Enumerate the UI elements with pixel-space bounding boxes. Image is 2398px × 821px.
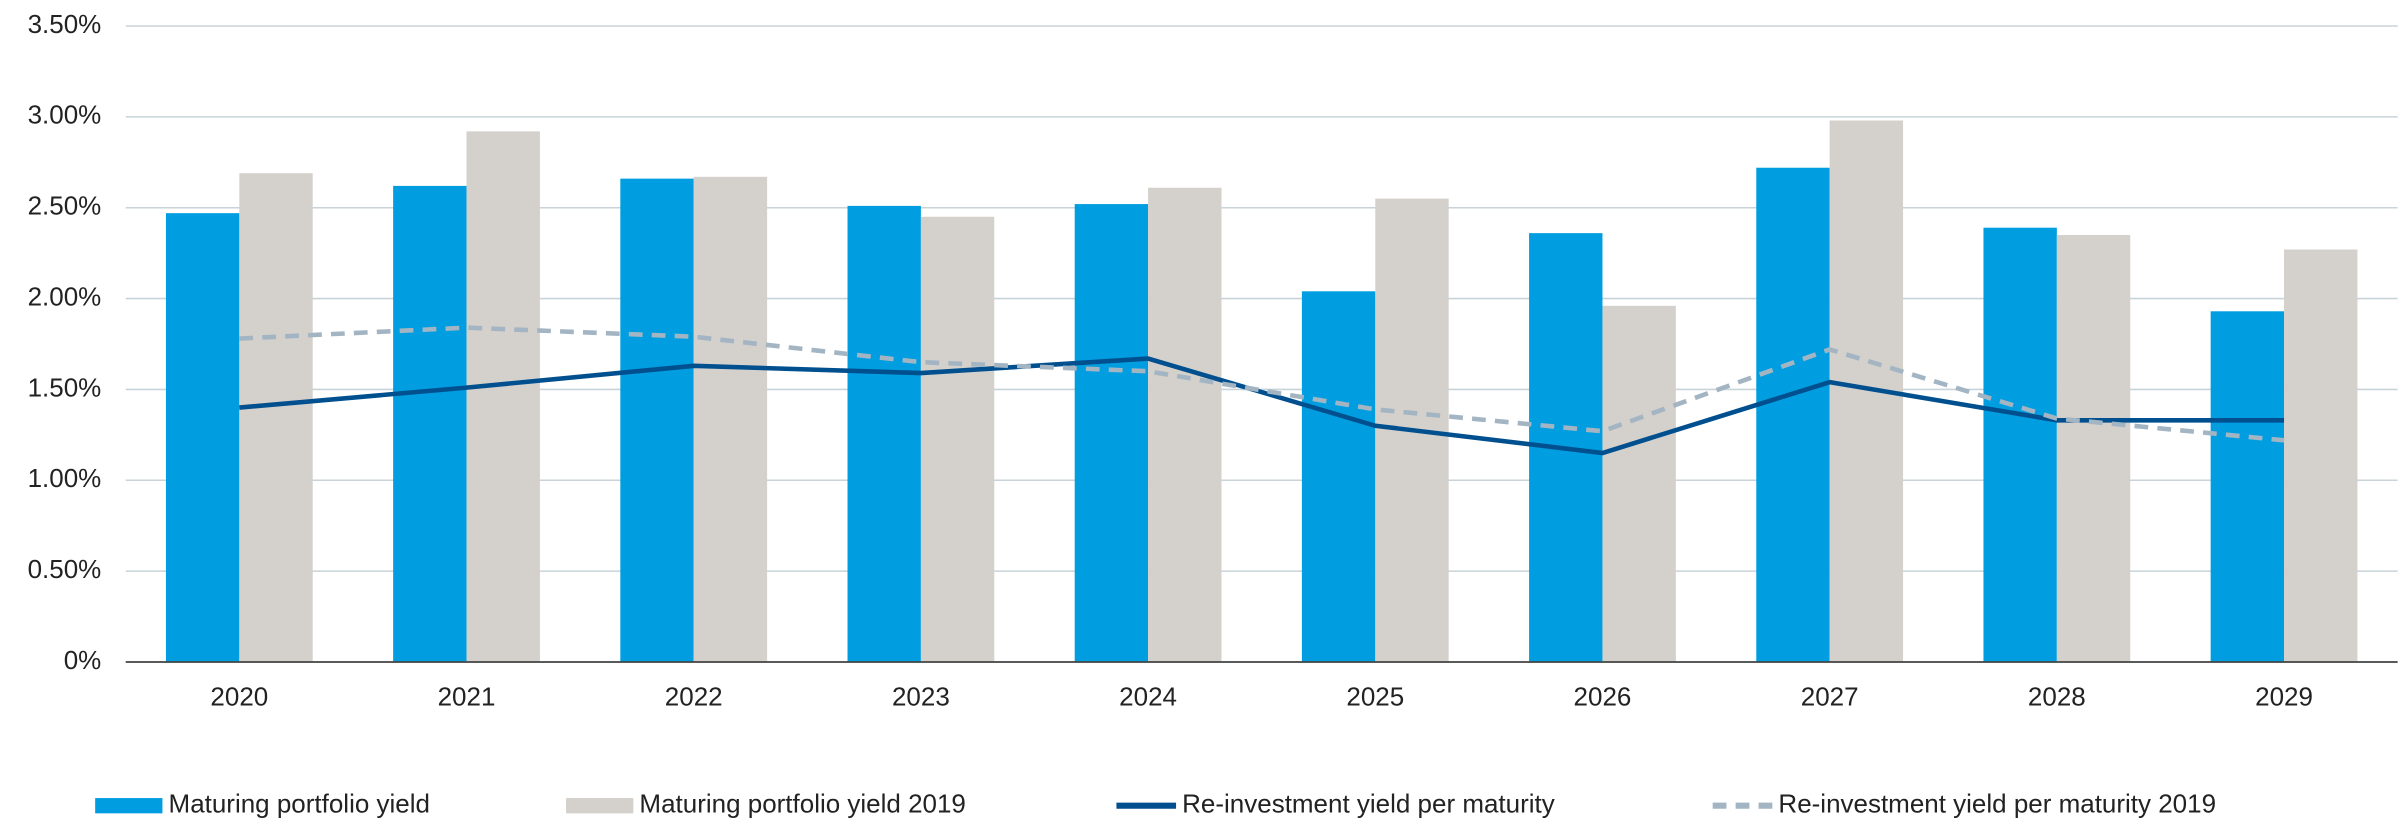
legend-swatch [566,798,634,814]
x-tick-label: 2020 [210,682,268,712]
bar [1983,227,2057,662]
x-tick-label: 2028 [2028,682,2086,712]
y-tick-label: 3.00% [28,100,102,130]
legend-swatch [95,798,163,814]
bar [1148,187,1222,662]
bar [2210,311,2285,662]
y-tick-label: 1.00% [28,463,102,493]
line [239,325,2285,443]
bar [239,173,313,662]
x-tick-label: 2023 [892,682,950,712]
x-tick-label: 2026 [1574,682,1632,712]
x-tick-label: 2025 [1346,682,1404,712]
bar [393,185,467,662]
bar [693,176,768,662]
y-tick-label: 0% [64,645,102,675]
y-tick-label: 2.00% [28,281,102,311]
y-tick-label: 1.50% [28,372,102,402]
bar [847,205,921,662]
x-tick-label: 2024 [1119,682,1177,712]
line [239,356,2285,456]
legend-label: Re-investment yield per maturity [1182,789,1555,819]
y-tick-label: 2.50% [28,191,102,221]
bar [1074,204,1149,662]
x-tick-label: 2021 [438,682,496,712]
bar [2056,234,2131,662]
x-tick-label: 2022 [665,682,723,712]
legend-label: Maturing portfolio yield [169,789,430,819]
bar [466,131,540,662]
bar [1301,291,1376,662]
bar [165,213,240,662]
y-tick-label: 3.50% [28,9,102,39]
x-tick-label: 2029 [2255,682,2313,712]
y-tick-label: 0.50% [28,554,102,584]
bar [1602,305,1676,662]
x-tick-label: 2027 [1801,682,1859,712]
bar [620,178,694,662]
bar [1756,167,1830,662]
bar [920,216,995,662]
bar [2284,249,2358,662]
legend-label: Re-investment yield per maturity 2019 [1778,789,2216,819]
legend-label: Maturing portfolio yield 2019 [639,789,965,819]
